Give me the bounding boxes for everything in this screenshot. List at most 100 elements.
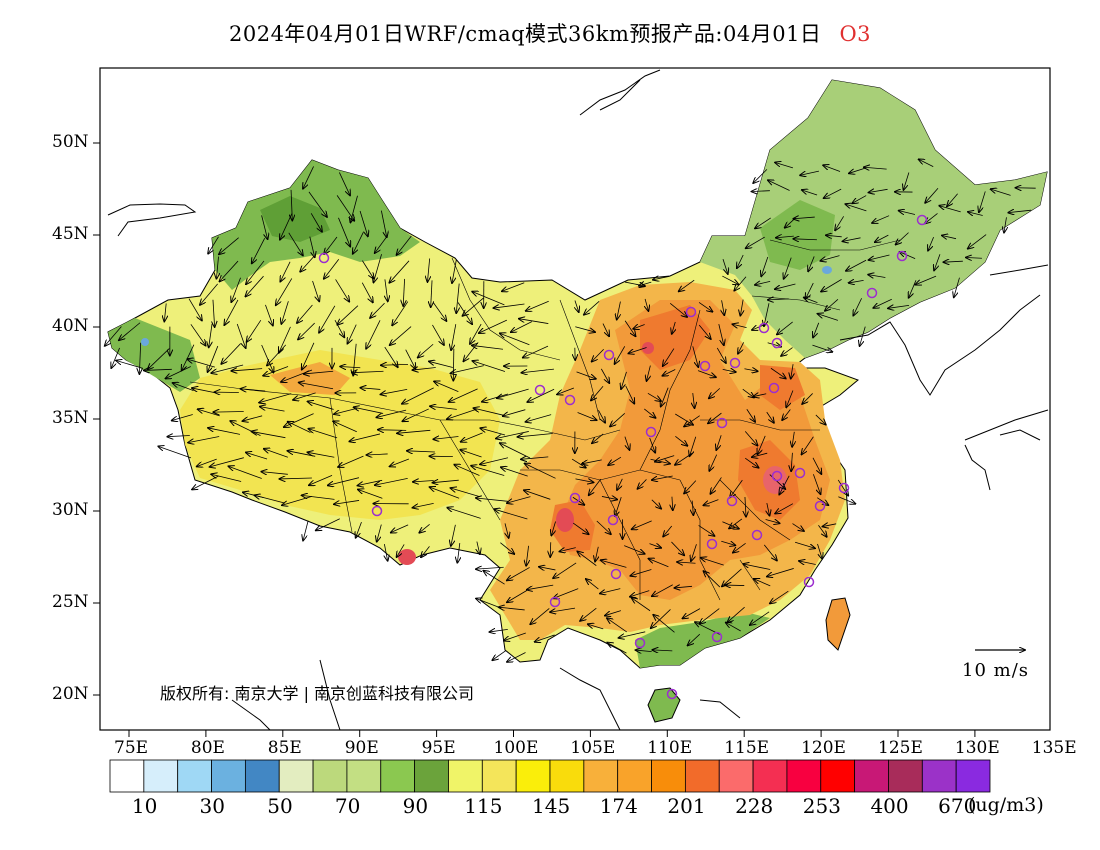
wind-arrow [617, 478, 623, 490]
wind-arrow [896, 232, 909, 245]
wind-arrow [716, 435, 722, 450]
wind-arrow [757, 435, 766, 454]
wind-arrow [791, 364, 793, 378]
wind-arrow [732, 324, 747, 327]
wind-arrow [875, 234, 889, 242]
wind-arrow [433, 302, 447, 321]
wind-arrow [651, 609, 671, 628]
wind-arrow [652, 650, 673, 651]
wind-arrow [390, 458, 410, 466]
wind-arrow [519, 319, 549, 324]
wind-arrow [507, 652, 526, 661]
wind-arrow [105, 326, 122, 346]
wind-arrow [812, 344, 832, 352]
wind-arrow [501, 467, 528, 477]
lon-tick-label: 100E [493, 738, 539, 758]
wind-arrow [261, 215, 268, 239]
wind-arrow [434, 381, 459, 393]
wind-arrow [457, 543, 459, 563]
wind-arrow [300, 256, 314, 272]
wind-arrow [366, 454, 388, 455]
wind-arrow [674, 586, 693, 588]
wind-arrow [793, 217, 815, 219]
wind-arrow [722, 275, 738, 284]
wind-arrow [463, 297, 484, 316]
wind-arrow [259, 393, 292, 403]
wind-arrow [302, 342, 315, 370]
wind-arrow [845, 204, 867, 212]
wind-arrow [697, 370, 716, 378]
wind-arrow [328, 477, 360, 486]
site-marker [768, 382, 780, 394]
wind-arrow [750, 611, 770, 625]
wind-arrow [208, 345, 219, 372]
wind-arrow [304, 371, 334, 374]
wind-arrow [316, 518, 340, 531]
site-marker [534, 384, 546, 396]
wind-arrow [172, 414, 193, 420]
wind-arrow [413, 480, 434, 481]
site-marker [866, 287, 878, 299]
site-marker [607, 514, 619, 526]
wind-arrow [753, 394, 767, 397]
wind-arrow [775, 283, 796, 289]
wind-arrow [636, 650, 652, 652]
colorbar-swatch [854, 759, 889, 793]
site-marker [371, 505, 383, 517]
lon-tick-label: 130E [954, 738, 1000, 758]
longitude-ticks [128, 730, 976, 737]
wind-arrow [608, 456, 622, 465]
wind-arrow [628, 347, 647, 353]
wind-arrow [511, 321, 533, 332]
wind-arrow [265, 304, 272, 326]
wind-arrow [692, 346, 698, 367]
wind-arrow [190, 324, 206, 345]
wind-arrow [661, 387, 669, 407]
wind-arrow [280, 261, 291, 282]
wind-arrow [139, 342, 140, 374]
wind-arrow [745, 496, 746, 517]
wind-arrow [652, 475, 673, 480]
wind-arrow [255, 495, 286, 504]
wind-arrow [377, 524, 382, 542]
wind-arrow [784, 257, 792, 279]
wind-arrow [470, 323, 482, 344]
wind-arrow [813, 322, 820, 338]
wind-arrow [601, 496, 617, 499]
wind-arrow [208, 428, 241, 435]
wind-arrow [507, 590, 527, 603]
site-marker [751, 529, 763, 541]
wind-arrow [264, 449, 288, 458]
wind-arrow [553, 562, 577, 578]
wind-arrow [557, 387, 575, 394]
wind-arrow [649, 559, 669, 568]
wind-arrow [679, 279, 695, 291]
wind-arrow [208, 236, 219, 254]
wind-arrow [768, 180, 790, 191]
wind-arrow [649, 437, 656, 453]
wind-arrow [526, 414, 552, 422]
wind-arrow [385, 279, 388, 301]
site-marker [794, 467, 806, 479]
lon-tick-label: 120E [801, 738, 846, 758]
lat-tick-label: 50N [52, 132, 89, 152]
wind-arrow [243, 415, 263, 421]
wind-arrow [476, 599, 502, 609]
wind-arrow [419, 523, 430, 532]
wind-arrow [704, 571, 721, 588]
site-marker [711, 631, 723, 643]
wind-arrow [188, 436, 220, 443]
wind-arrow [942, 235, 957, 238]
site-marker [916, 214, 928, 226]
wind-arrow [925, 187, 939, 203]
wind-arrow [653, 276, 670, 279]
lat-tick-label: 25N [52, 592, 89, 612]
wind-arrow [430, 406, 457, 409]
wind-arrow [144, 369, 172, 370]
wind-arrow [454, 465, 480, 476]
wind-arrow [716, 347, 726, 363]
colorbar-swatch [177, 759, 212, 793]
wind-arrow [276, 278, 293, 305]
wind-arrow [324, 236, 338, 254]
